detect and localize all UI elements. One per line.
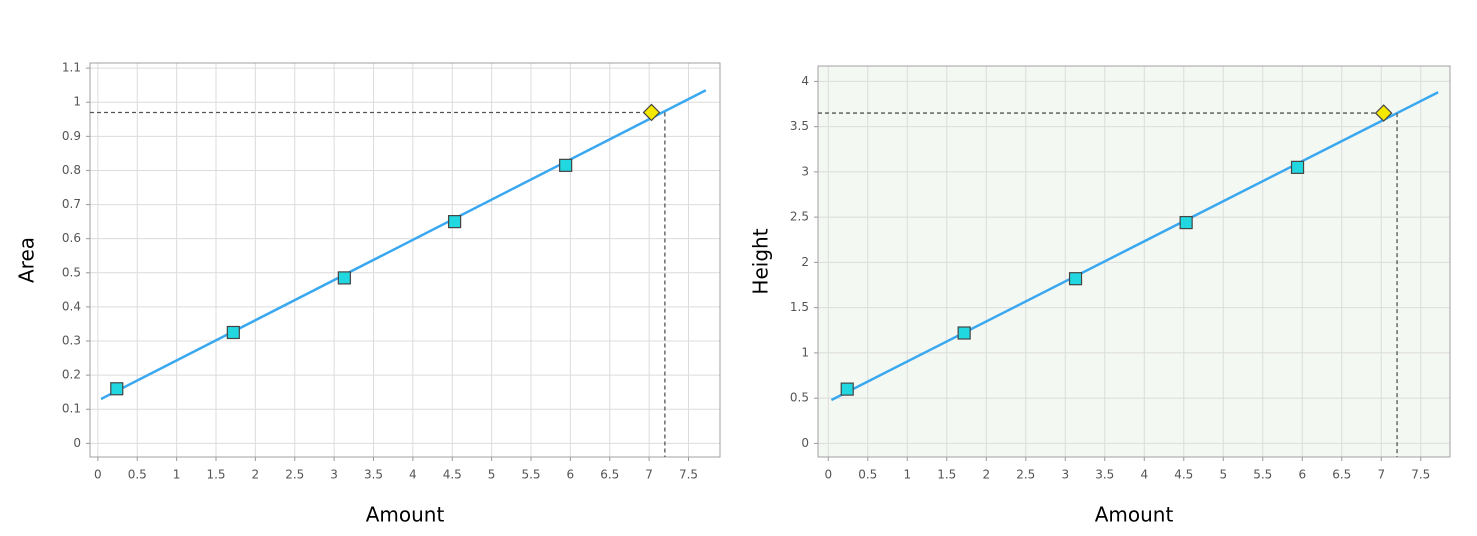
point	[1374, 104, 1393, 122]
x-tick-label: 5	[1219, 468, 1227, 482]
x-axis-title: Amount	[1095, 503, 1174, 527]
point	[957, 326, 971, 340]
trend-line	[830, 91, 1439, 402]
y-tick-label: 0.6	[62, 231, 81, 245]
y-tick-label: 0.8	[62, 163, 81, 177]
plot-border	[817, 65, 1451, 458]
x-tick-label: 1.5	[206, 468, 225, 482]
x-tick-label: 0.5	[858, 468, 877, 482]
y-tick-label: 1.5	[790, 300, 809, 314]
x-tick-label: 3.5	[364, 468, 383, 482]
point	[1290, 160, 1305, 174]
x-tick-label: 6.5	[1332, 468, 1351, 482]
x-tick-label: 7.5	[1411, 468, 1430, 482]
y-tick-label: 2.5	[790, 210, 809, 224]
trend-line	[100, 89, 707, 401]
x-tick-label: 0	[824, 468, 832, 482]
x-axis-title: Amount	[366, 503, 445, 527]
x-tick-label: 4.5	[1174, 468, 1193, 482]
x-tick-label: 2.5	[285, 468, 304, 482]
x-tick-label: 3	[1061, 468, 1069, 482]
x-tick-label: 1	[903, 468, 911, 482]
y-axis-title: Area	[15, 237, 39, 283]
x-tick-label: 5.5	[521, 468, 540, 482]
point	[337, 271, 351, 285]
point	[559, 158, 573, 172]
x-tick-label: 6	[1298, 468, 1306, 482]
x-tick-label: 2.5	[1016, 468, 1035, 482]
y-tick-label: 1	[73, 95, 81, 109]
x-tick-label: 3	[330, 468, 338, 482]
y-tick-label: 0.4	[62, 299, 81, 313]
y-tick-label: 0	[73, 436, 81, 450]
y-tick-label: 1.1	[62, 61, 81, 75]
point	[1068, 272, 1083, 286]
y-axis-title: Height	[749, 228, 773, 294]
y-tick-label: 1	[801, 345, 809, 359]
x-tick-label: 1.5	[937, 468, 956, 482]
x-tick-label: 6.5	[600, 468, 619, 482]
x-tick-label: 0.5	[128, 468, 147, 482]
x-tick-label: 0	[94, 468, 102, 482]
y-tick-label: 0.5	[62, 265, 81, 279]
x-tick-label: 3.5	[1095, 468, 1114, 482]
y-tick-label: 0	[801, 436, 809, 450]
point	[226, 325, 240, 340]
y-tick-label: 0.7	[62, 197, 81, 211]
x-tick-label: 5	[488, 468, 496, 482]
x-tick-label: 6	[567, 468, 575, 482]
x-tick-label: 7	[1377, 468, 1385, 482]
point	[110, 382, 124, 396]
point	[1179, 215, 1193, 230]
plot-border	[89, 62, 721, 458]
y-tick-label: 0.5	[790, 391, 809, 405]
x-tick-label: 5.5	[1253, 468, 1272, 482]
y-tick-label: 0.9	[62, 129, 81, 143]
x-tick-label: 7.5	[679, 468, 698, 482]
plot-background	[90, 63, 720, 457]
x-tick-label: 4.5	[443, 468, 462, 482]
y-tick-label: 0.2	[62, 368, 81, 382]
x-tick-label: 7	[645, 468, 653, 482]
y-tick-label: 3	[801, 164, 809, 178]
x-tick-label: 4	[1140, 468, 1148, 482]
plot-background	[818, 66, 1450, 457]
y-tick-label: 3.5	[790, 119, 809, 133]
y-tick-label: 0.1	[62, 402, 81, 416]
x-tick-label: 2	[982, 468, 990, 482]
y-tick-label: 4	[801, 74, 809, 88]
point	[840, 382, 854, 396]
x-tick-label: 1	[173, 468, 181, 482]
point	[448, 215, 462, 229]
x-tick-label: 4	[409, 468, 417, 482]
point	[642, 103, 661, 122]
y-tick-label: 0.3	[62, 334, 81, 348]
x-tick-label: 2	[252, 468, 260, 482]
y-tick-label: 2	[801, 255, 809, 269]
